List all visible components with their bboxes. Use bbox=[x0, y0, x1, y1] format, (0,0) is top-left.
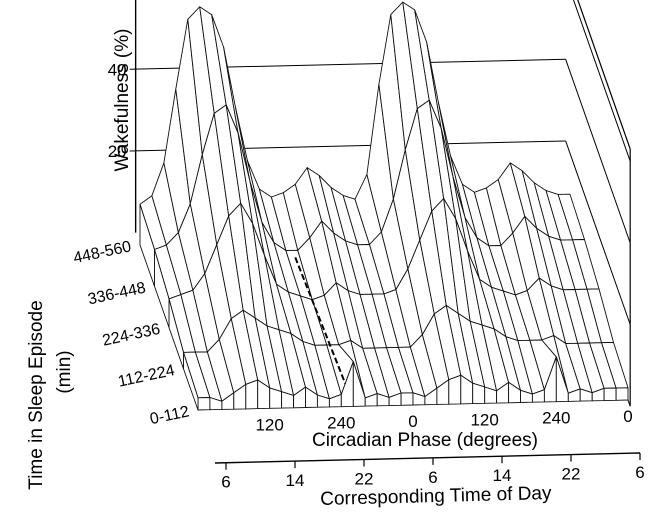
phase-marker-line bbox=[294, 257, 347, 385]
z-gridline-side bbox=[565, 59, 631, 244]
front-curtain-cell bbox=[448, 374, 462, 405]
side-wall-top-edge bbox=[577, 0, 631, 150]
y-tick-label: 336-448 bbox=[86, 280, 147, 309]
time-of-day-axis bbox=[214, 452, 641, 470]
z-tick-label: 20 bbox=[108, 142, 127, 161]
front-curtain-cell bbox=[472, 382, 486, 405]
y-tick-label: 0-112 bbox=[148, 403, 190, 428]
front-curtain-cell bbox=[400, 392, 414, 406]
z-axis-label: Wakefulness (%) bbox=[112, 29, 133, 172]
x-tick-label: 240 bbox=[542, 409, 570, 428]
chart-back-walls bbox=[129, 0, 631, 407]
z-tick-label: 40 bbox=[108, 60, 127, 79]
front-curtain-cell bbox=[245, 379, 259, 410]
y-axis-label-line2: (min) bbox=[54, 350, 75, 393]
x-tick-label: 240 bbox=[327, 414, 355, 433]
front-curtain-cell bbox=[197, 397, 211, 411]
y-tick-label: 112-224 bbox=[117, 362, 177, 391]
y-tick-label: 448-560 bbox=[72, 238, 133, 267]
y-tick-label: 224-336 bbox=[101, 321, 162, 350]
surface-mesh bbox=[139, 1, 629, 411]
front-curtain-cell bbox=[269, 387, 283, 409]
x-tick-label: 120 bbox=[470, 410, 498, 429]
y-axis-label-line1: Time in Sleep Episode bbox=[26, 300, 47, 489]
time-of-day-tick-label: 14 bbox=[286, 471, 305, 490]
left-curtain-cell bbox=[139, 204, 155, 287]
z-gridline-side bbox=[572, 0, 631, 162]
time-of-day-tick-label: 22 bbox=[562, 465, 581, 484]
x-tick-label: 0 bbox=[408, 412, 417, 431]
time-axis-line bbox=[214, 452, 641, 464]
dashed-phase-marker bbox=[294, 257, 347, 385]
z-gridline-side bbox=[565, 140, 631, 325]
time-of-day-tick-label: 6 bbox=[428, 468, 437, 487]
x-tick-label: 0 bbox=[623, 407, 632, 426]
x-axis-label: Circadian Phase (degrees) bbox=[312, 430, 538, 451]
time-of-day-tick-label: 14 bbox=[493, 466, 512, 485]
x-tick-label: 120 bbox=[255, 415, 283, 434]
front-curtain-cell bbox=[603, 387, 617, 402]
front-curtain-cell bbox=[615, 387, 629, 401]
time-of-day-tick-label: 6 bbox=[221, 473, 230, 492]
time-of-day-tick-label: 6 bbox=[635, 463, 644, 482]
time-of-day-tick-label: 22 bbox=[355, 469, 374, 488]
